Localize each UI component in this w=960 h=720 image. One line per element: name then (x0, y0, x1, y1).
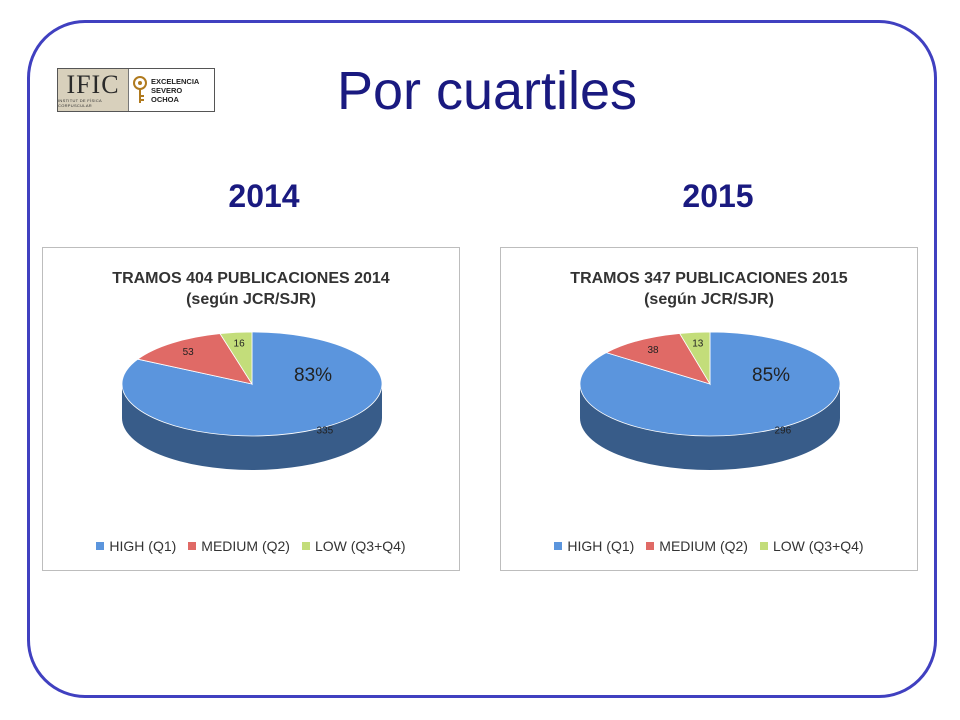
legend-label-high: HIGH (Q1) (109, 538, 177, 554)
pie-svg: 296 38 13 85% (579, 331, 841, 470)
severo-ochoa-logo: EXCELENCIA SEVERO OCHOA (129, 69, 214, 111)
data-label-low: 13 (692, 339, 704, 350)
legend-item-high: HIGH (Q1) (554, 538, 634, 554)
chart-title: TRAMOS 347 PUBLICACIONES 2015 (según JCR… (501, 268, 917, 310)
percent-annotation: 83% (294, 365, 332, 386)
chart-legend: HIGH (Q1) MEDIUM (Q2) LOW (Q3+Q4) (43, 538, 459, 554)
data-label-medium: 38 (647, 345, 659, 356)
pie-slice-high (579, 331, 841, 437)
legend-label-low: LOW (Q3+Q4) (314, 538, 406, 554)
pie-slice-low (679, 331, 711, 386)
legend-swatch-low (301, 542, 310, 550)
logo-line-excelencia: EXCELENCIA (151, 76, 200, 86)
year-label-2015: 2015 (682, 178, 754, 214)
chart-title-line-2: (según JCR/SJR) (186, 291, 316, 308)
data-label-medium: 53 (183, 347, 195, 358)
legend-item-high: HIGH (Q1) (96, 538, 176, 554)
logo-line-ochoa: OCHOA (151, 94, 179, 104)
legend-swatch-low (759, 542, 768, 550)
chart-title-line-1: TRAMOS 404 PUBLICACIONES 2014 (112, 270, 390, 287)
ific-logo: IFIC INSTITUT DE FÍSICA CORPUSCULAR (58, 69, 129, 111)
pie-slice-low (219, 331, 253, 386)
pie-svg: 335 53 16 83% (121, 331, 383, 470)
chart-title: TRAMOS 404 PUBLICACIONES 2014 (según JCR… (43, 268, 459, 310)
legend-swatch-medium (646, 542, 655, 550)
chart-title-line-1: TRAMOS 347 PUBLICACIONES 2015 (570, 270, 848, 287)
year-label-2014: 2014 (228, 178, 300, 214)
severo-ochoa-seal-icon (133, 76, 147, 103)
chart-legend: HIGH (Q1) MEDIUM (Q2) LOW (Q3+Q4) (501, 538, 917, 554)
legend-label-medium: MEDIUM (Q2) (201, 538, 290, 554)
legend-swatch-high (554, 542, 563, 550)
data-label-high: 296 (774, 425, 791, 436)
legend-item-medium: MEDIUM (Q2) (188, 538, 290, 554)
pie-side-high (580, 384, 840, 470)
pie-slice-high (121, 331, 383, 437)
legend-swatch-high (96, 542, 105, 550)
data-label-high: 335 (316, 425, 333, 436)
legend-label-medium: MEDIUM (Q2) (659, 538, 748, 554)
pie-side-high (122, 384, 382, 470)
chart-title-line-2: (según JCR/SJR) (644, 291, 774, 308)
logo-line-severo: SEVERO (151, 85, 183, 95)
legend-label-low: LOW (Q3+Q4) (772, 538, 864, 554)
percent-annotation: 85% (752, 365, 790, 386)
ific-logo-text: IFIC (66, 70, 120, 99)
legend-item-medium: MEDIUM (Q2) (646, 538, 748, 554)
legend-item-low: LOW (Q3+Q4) (301, 538, 406, 554)
legend-label-high: HIGH (Q1) (567, 538, 635, 554)
data-label-low: 16 (234, 339, 246, 350)
legend-item-low: LOW (Q3+Q4) (759, 538, 864, 554)
page-title: Por cuartiles (336, 61, 638, 121)
pie-chart-2015: TRAMOS 347 PUBLICACIONES 2015 (según JCR… (500, 247, 918, 571)
pie-chart-2014: TRAMOS 404 PUBLICACIONES 2014 (según JCR… (42, 247, 460, 571)
ific-severo-ochoa-logo: IFIC INSTITUT DE FÍSICA CORPUSCULAR EXCE… (57, 68, 215, 112)
ific-logo-subtext: INSTITUT DE FÍSICA CORPUSCULAR (58, 98, 102, 108)
legend-swatch-medium (188, 542, 197, 550)
pie-slice-medium (136, 333, 253, 385)
pie-slice-medium (605, 333, 711, 385)
